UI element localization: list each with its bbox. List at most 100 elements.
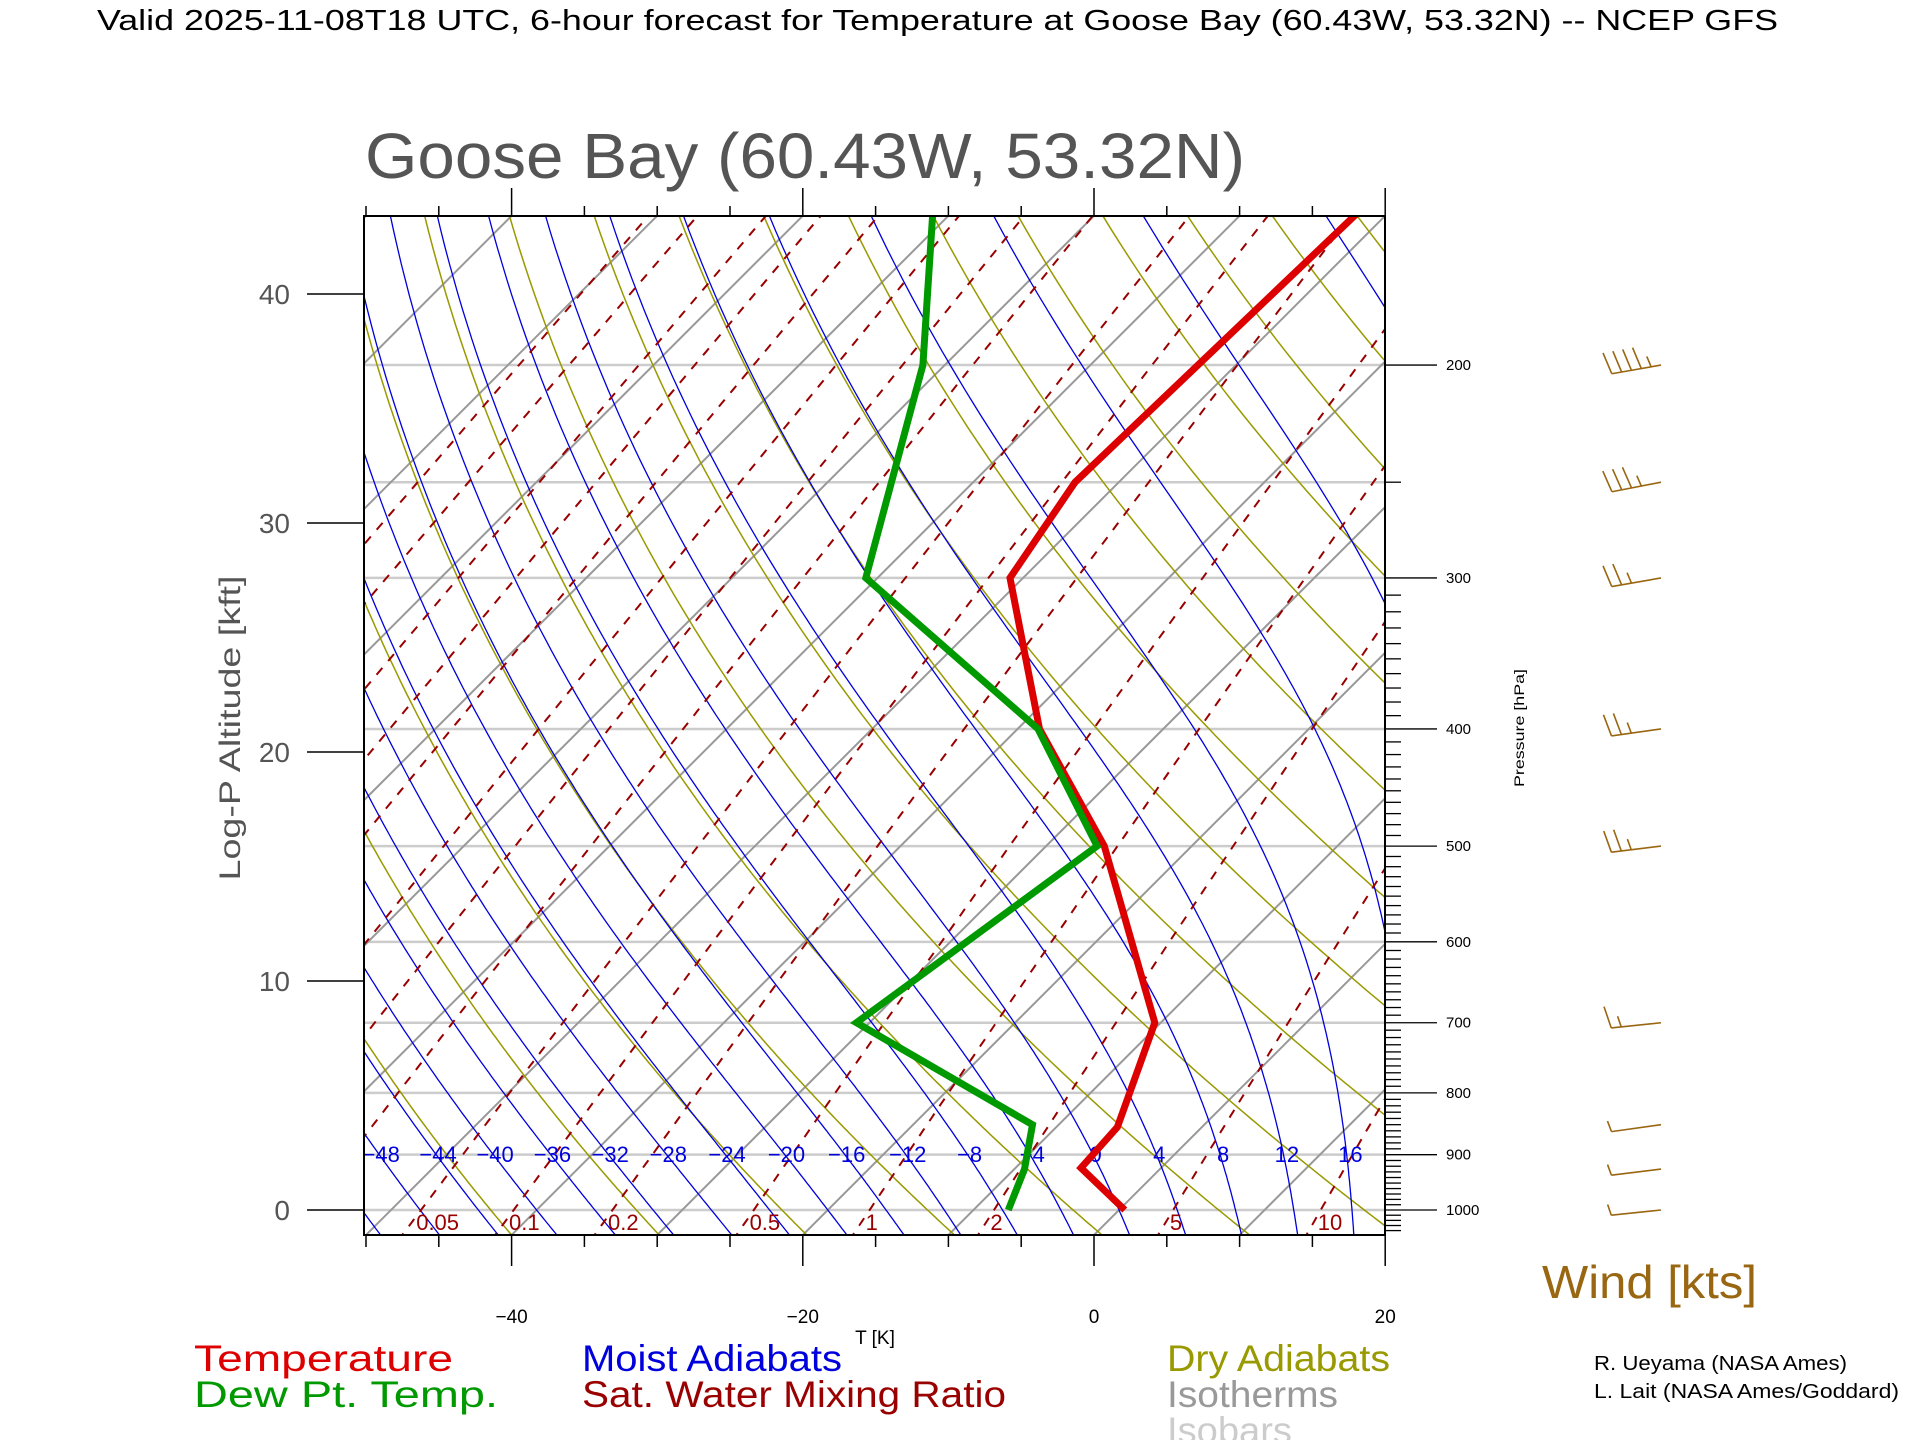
wind-label: Wind [kts] [1542,1256,1757,1308]
moist-adiabat-12 [768,216,1299,1235]
dry-adiabats [0,178,1920,1241]
half-barb [1616,1015,1622,1028]
moist-adiabat-label: −16 [828,1142,865,1167]
dry-adiabat-350 [1102,216,1385,578]
moist-adiabat--44 [364,1050,500,1235]
moist-adiabat--32 [364,786,675,1235]
moist-adiabat-4 [609,216,1187,1235]
profiles [850,216,1359,1213]
isotherm--50 [364,216,1385,1235]
dry-adiabat-340 [1017,216,1385,684]
pressure-tick-label: 400 [1446,721,1471,738]
moist-adiabat-label: −32 [592,1142,629,1167]
pressure-tick-label: 1000 [1446,1202,1479,1219]
barb-shaft [1611,577,1662,588]
dry-adiabat-290 [593,216,1385,1227]
isotherm--70 [364,216,1096,948]
moist-adiabat-20 [993,216,1385,935]
full-barb [1631,347,1643,369]
full-barb [1602,830,1613,853]
moist-adiabat--56 [0,178,326,1241]
legend-dewpoint: Dew Pt. Temp. [194,1374,498,1415]
moist-adiabat-16 [870,216,1355,1235]
dry-adiabat-220 [364,1233,365,1235]
mixing-ratio-label: 2 [990,1210,1002,1235]
mixing-ratio-line-1 [851,464,1385,1235]
moist-adiabat--24 [364,576,791,1235]
isotherm-10 [1238,1088,1385,1235]
moist-adiabat--8 [436,216,1019,1235]
moist-adiabat--36 [364,878,617,1235]
legend-dry-adiabats: Dry Adiabats [1167,1338,1390,1379]
isotherm--110 [364,216,513,365]
moist-adiabat-label: −48 [363,1142,400,1167]
full-barb [1612,829,1623,852]
pressure-tick-label: 700 [1446,1015,1471,1032]
mixing-ratio-line-0.0002 [364,216,699,606]
barb-shaft [1611,845,1662,853]
moist-adiabat--52 [364,1211,382,1235]
barb-shaft [1611,1021,1662,1029]
dry-adiabat-270 [423,216,1104,1235]
moist-adiabat--28 [364,686,733,1235]
full-barb [1621,349,1633,371]
half-barb [1626,572,1633,584]
moist-adiabats [0,178,1385,1241]
mixing-ratio-label: 0.2 [608,1210,639,1235]
dry-adiabat-210 [0,178,220,1241]
altitude-tick-label: 20 [259,737,290,768]
dry-adiabat-230 [364,1037,513,1235]
isotherm--30 [655,505,1385,1235]
dry-adiabat-310 [762,216,1385,1007]
wind-barb-250 [1602,466,1662,493]
moist-adiabat-label: −8 [957,1142,982,1167]
isotherm--100 [364,216,659,511]
pressure-tick-label: 900 [1446,1147,1471,1164]
plot-frame [363,215,1386,1236]
mixing-ratio-line-0.01 [364,216,1026,1038]
dry-adiabat-240 [364,829,661,1235]
altitude-tick-label: 10 [259,966,290,997]
moist-adiabat-label: 8 [1217,1142,1229,1167]
legend-temperature: Temperature [194,1338,453,1379]
mixing-ratio-label: 1 [866,1210,878,1235]
moist-adiabat-label: −36 [534,1142,571,1167]
isotherm-30 [1525,178,1920,1241]
isotherm--90 [364,216,805,657]
full-barb [1603,1006,1613,1029]
moist-adiabat-8 [682,216,1243,1235]
isotherm-0 [1092,942,1385,1235]
main-title: Valid 2025-11-08T18 UTC, 6-hour forecast… [97,5,1778,37]
wind-barbs [1602,347,1662,1217]
dry-adiabat-380 [1356,216,1385,254]
dry-adiabat-370 [1271,216,1385,363]
full-barb [1611,468,1623,491]
wind-barb-850 [1606,1120,1662,1133]
moist-adiabat-label: −20 [768,1142,805,1167]
mixing-ratio-label: 5 [1170,1210,1182,1235]
credit-line-1: R. Ueyama (NASA Ames) [1594,1353,1847,1375]
mixing-ratio-line-0.05 [400,216,1191,1235]
altitude-tick-label: 40 [259,279,290,310]
dry-adiabat-300 [678,216,1385,1117]
altitude-tick-label: 0 [274,1195,290,1226]
moist-adiabat-label: 4 [1153,1142,1165,1167]
barb-shaft [1611,1168,1662,1176]
mixing-ratio-line-10 [1305,1096,1385,1235]
pressure-tick-label: 200 [1446,357,1471,374]
dry-adiabat-440 [1827,178,1920,1241]
barb-shaft [1611,1123,1662,1133]
x-tick-label: −20 [787,1307,819,1328]
x-tick-label: 20 [1375,1307,1396,1328]
dry-adiabat-400 [1495,178,1920,1241]
dry-adiabat-410 [1578,178,1920,1241]
wind-barb-300 [1602,563,1662,588]
legend-moist-adiabats: Moist Adiabats [582,1338,842,1379]
mixing-ratio-line-0.0001 [364,216,650,547]
mixing-ratio-label: 0.05 [416,1210,459,1235]
dry-adiabat-280 [508,216,1251,1235]
background-lines: −48 −44 −40 −36 −32 −28 −24 −20 −16 −12 −8 −4 0 4 8 12 1… [0,178,1920,1241]
mixing-ratio-line-0.002 [364,216,880,837]
pressure-axis-label: Pressure [hPa] [1511,669,1527,787]
mixing-ratio-line-0.1 [493,216,1270,1235]
